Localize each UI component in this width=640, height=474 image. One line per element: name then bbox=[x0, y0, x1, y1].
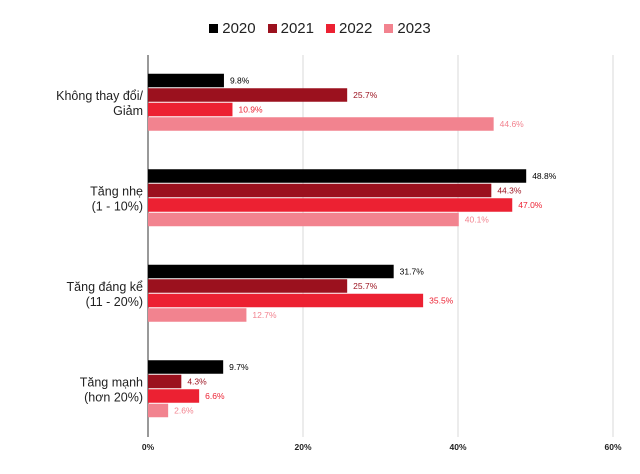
legend-swatch bbox=[326, 24, 335, 33]
legend-item: 2020 bbox=[209, 20, 256, 37]
legend-label: 2020 bbox=[222, 20, 256, 37]
x-tick-label: 0% bbox=[142, 442, 155, 452]
category-label: Tăng đáng kể bbox=[67, 280, 143, 294]
legend-label: 2022 bbox=[339, 20, 373, 37]
category-label: (hơn 20%) bbox=[84, 390, 143, 404]
legend-swatch bbox=[209, 24, 219, 33]
category-label: Tăng mạnh bbox=[80, 375, 143, 389]
legend-label: 2023 bbox=[397, 20, 431, 37]
bar bbox=[148, 73, 224, 88]
data-label: 47.0% bbox=[518, 200, 543, 210]
data-label: 35.5% bbox=[429, 296, 454, 306]
bar bbox=[148, 279, 348, 293]
data-label: 25.7% bbox=[353, 90, 378, 100]
legend-item: 2023 bbox=[384, 20, 431, 37]
data-label: 31.7% bbox=[400, 267, 425, 277]
data-label: 48.8% bbox=[532, 171, 557, 181]
category-label: Không thay đổi/ bbox=[56, 89, 143, 103]
legend-item: 2021 bbox=[267, 20, 314, 37]
bar bbox=[148, 389, 200, 403]
category-label: Tăng nhẹ bbox=[90, 184, 143, 198]
bar bbox=[148, 403, 169, 418]
x-tick-label: 40% bbox=[449, 442, 466, 452]
legend-label: 2021 bbox=[280, 20, 314, 37]
bar bbox=[148, 117, 494, 131]
data-label: 4.3% bbox=[187, 377, 207, 387]
bar bbox=[148, 264, 394, 279]
category-label: Giảm bbox=[113, 104, 143, 118]
data-label: 6.6% bbox=[205, 391, 225, 401]
bar bbox=[148, 293, 424, 308]
legend-swatch bbox=[384, 24, 394, 33]
data-label: 12.7% bbox=[252, 310, 277, 320]
data-label: 44.6% bbox=[500, 119, 525, 129]
x-tick-label: 60% bbox=[604, 442, 621, 452]
data-label: 40.1% bbox=[465, 215, 490, 225]
data-label: 2.6% bbox=[174, 406, 194, 416]
bar bbox=[148, 212, 459, 227]
legend-item: 2022 bbox=[326, 20, 372, 37]
bar bbox=[148, 169, 527, 183]
data-label: 44.3% bbox=[497, 186, 522, 196]
bar bbox=[148, 183, 492, 198]
category-label: (1 - 10%) bbox=[92, 199, 143, 213]
bar bbox=[148, 198, 513, 212]
legend: 2020 2021 2022 2023 bbox=[0, 20, 640, 37]
x-tick-label: 20% bbox=[294, 442, 311, 452]
category-label: (11 - 20%) bbox=[86, 295, 143, 309]
legend-swatch bbox=[267, 24, 277, 33]
bar bbox=[148, 374, 182, 389]
data-label: 10.9% bbox=[238, 105, 263, 115]
bar bbox=[148, 308, 247, 322]
bar bbox=[148, 88, 348, 102]
bar bbox=[148, 360, 224, 374]
data-label: 25.7% bbox=[353, 281, 378, 291]
data-label: 9.7% bbox=[229, 362, 249, 372]
data-label: 9.8% bbox=[230, 76, 250, 86]
bar bbox=[148, 102, 233, 117]
